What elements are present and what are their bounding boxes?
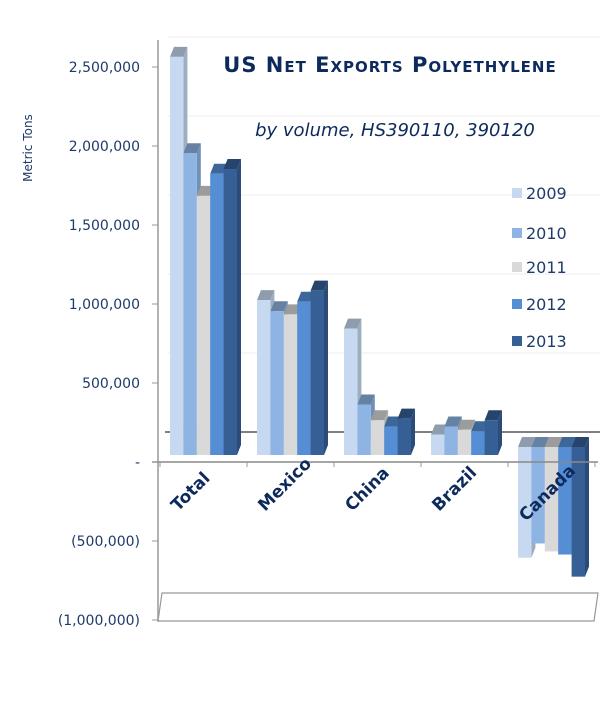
bar-front bbox=[257, 300, 271, 455]
bar bbox=[223, 159, 241, 455]
bar-side bbox=[324, 280, 328, 455]
bar-top bbox=[170, 46, 188, 57]
bar-top bbox=[531, 437, 549, 447]
bar-front bbox=[484, 420, 498, 455]
y-tick-label: (1,000,000) bbox=[58, 613, 140, 629]
y-tick-label: 2,500,000 bbox=[69, 60, 140, 76]
bar-front bbox=[384, 426, 398, 455]
bar-top bbox=[384, 416, 402, 427]
bar-front bbox=[571, 447, 585, 577]
bar bbox=[310, 280, 328, 455]
bar-front bbox=[397, 418, 411, 455]
category-label: Brazil bbox=[428, 463, 481, 516]
y-tick-label: 500,000 bbox=[82, 376, 140, 392]
bar-top bbox=[370, 410, 389, 421]
bar-top bbox=[344, 318, 362, 329]
category-label: China bbox=[341, 463, 393, 515]
legend-swatch bbox=[512, 228, 522, 238]
bar-front bbox=[444, 426, 458, 455]
legend: 2009 2010 2011 2012 2013 bbox=[512, 184, 567, 351]
category-label: Mexico bbox=[254, 454, 316, 516]
bar-top bbox=[223, 159, 241, 170]
bar-top bbox=[571, 437, 589, 447]
bar-top bbox=[357, 394, 375, 405]
bar-front bbox=[183, 153, 197, 455]
bar-front bbox=[223, 169, 237, 455]
bar-top bbox=[283, 304, 302, 315]
bar-front bbox=[357, 404, 371, 455]
legend-swatch bbox=[512, 262, 522, 272]
legend-label: 2011 bbox=[526, 258, 567, 277]
bars bbox=[170, 46, 589, 577]
bar-front bbox=[370, 420, 385, 455]
y-tick-label: 1,500,000 bbox=[69, 218, 140, 234]
bar-front bbox=[297, 301, 311, 455]
category-label: Total bbox=[167, 469, 214, 516]
bar bbox=[571, 437, 589, 577]
bar-front bbox=[283, 314, 298, 455]
bar-front bbox=[270, 311, 284, 455]
bar-front bbox=[558, 447, 572, 555]
y-axis-label: Metric Tons bbox=[21, 114, 35, 182]
legend-label: 2013 bbox=[526, 332, 567, 351]
y-tick-labels: 2,500,000 2,000,000 1,500,000 1,000,000 500,… bbox=[58, 60, 140, 629]
bar-side bbox=[585, 437, 589, 577]
legend-label: 2009 bbox=[526, 184, 567, 203]
bar-front bbox=[457, 429, 472, 455]
chart-subtitle: by volume, HS390110, 390120 bbox=[255, 120, 535, 141]
bar-top bbox=[558, 437, 576, 447]
bar-side bbox=[498, 410, 502, 455]
bar-front bbox=[544, 447, 559, 552]
bar-front bbox=[310, 290, 324, 455]
bar-top bbox=[471, 421, 489, 432]
legend-label: 2012 bbox=[526, 295, 567, 314]
legend-swatch bbox=[512, 299, 522, 309]
bar-top bbox=[257, 290, 275, 301]
bar bbox=[484, 410, 502, 455]
axes bbox=[152, 40, 598, 622]
bar-front bbox=[344, 328, 358, 455]
bar-top bbox=[431, 424, 449, 435]
bar-top bbox=[210, 163, 228, 174]
floor-panel bbox=[157, 592, 599, 622]
bar-front bbox=[196, 195, 211, 455]
bar-top bbox=[444, 416, 462, 427]
bar-top bbox=[196, 185, 215, 196]
y-tick-label: 1,000,000 bbox=[69, 297, 140, 313]
bar bbox=[397, 408, 415, 455]
bar-top bbox=[457, 419, 476, 430]
y-tick-label: 2,000,000 bbox=[69, 139, 140, 155]
bar-front bbox=[170, 56, 184, 456]
bar-top bbox=[397, 408, 415, 419]
bar-front bbox=[210, 173, 224, 455]
legend-label: 2010 bbox=[526, 224, 567, 243]
bar-front bbox=[431, 434, 445, 455]
bar-top bbox=[183, 143, 201, 154]
legend-swatch bbox=[512, 188, 522, 198]
y-tick-label: (500,000) bbox=[71, 534, 140, 550]
bar-side bbox=[237, 159, 241, 455]
bar-front bbox=[518, 447, 532, 558]
bar-top bbox=[270, 301, 288, 312]
bar-top bbox=[297, 291, 315, 302]
bar-top bbox=[484, 410, 502, 421]
legend-swatch bbox=[512, 336, 522, 346]
y-tick-label: - bbox=[135, 455, 140, 471]
bar-front bbox=[531, 447, 545, 544]
bar-side bbox=[411, 408, 415, 455]
chart-title: US Net Exports Polyethylene bbox=[223, 53, 556, 77]
bar-front bbox=[471, 431, 485, 455]
bar-top bbox=[544, 437, 563, 447]
bar-top bbox=[518, 437, 536, 447]
bar-top bbox=[310, 280, 328, 291]
category-labels: Total Mexico China Brazil Canada bbox=[167, 454, 579, 526]
